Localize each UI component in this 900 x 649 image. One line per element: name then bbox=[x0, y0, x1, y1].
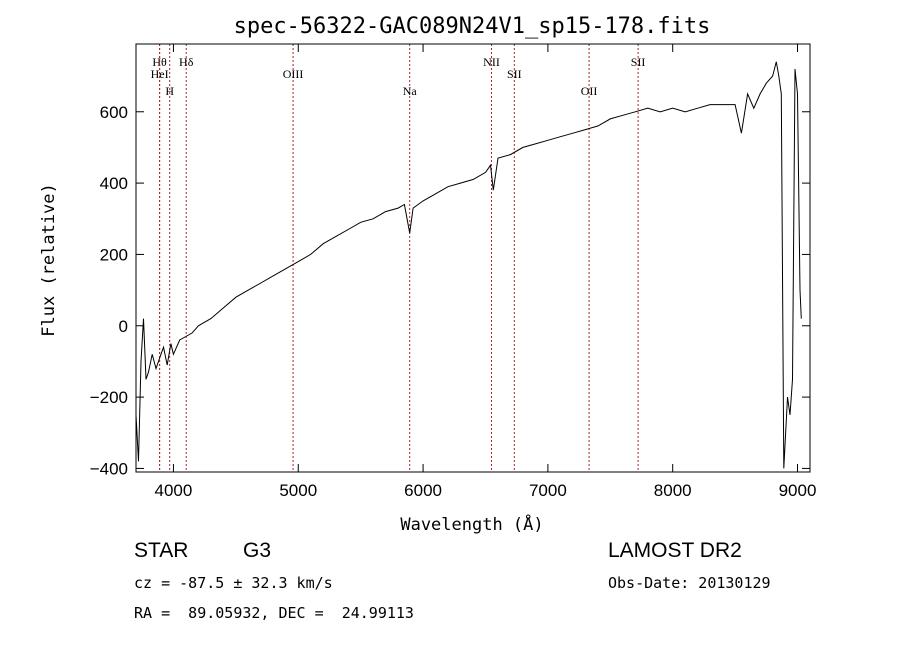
x-tick-label: 9000 bbox=[779, 481, 817, 500]
y-axis-label: Flux (relative) bbox=[39, 183, 59, 337]
coordinates: RA = 89.05932, DEC = 24.99113 bbox=[134, 604, 414, 622]
y-tick-label: 0 bbox=[119, 317, 128, 336]
y-tick-label: −400 bbox=[90, 459, 128, 478]
plot-frame bbox=[135, 43, 811, 473]
x-tick-label: 8000 bbox=[654, 481, 692, 500]
spectral-line-label: HeI bbox=[151, 67, 169, 81]
x-tick-label: 4000 bbox=[155, 481, 193, 500]
y-tick-label: 200 bbox=[100, 245, 128, 264]
object-type: STAR bbox=[134, 539, 189, 562]
y-axis-ticks: −400 −200 0 200 400 600 bbox=[90, 103, 810, 478]
survey-name: LAMOST DR2 bbox=[608, 539, 742, 562]
y-tick-label: −200 bbox=[90, 388, 128, 407]
x-tick-label: 5000 bbox=[279, 481, 317, 500]
spectral-line-label: OIII bbox=[283, 67, 304, 81]
chart-title: spec-56322-GAC089N24V1_sp15-178.fits bbox=[234, 14, 711, 39]
spectral-line-label: H bbox=[165, 84, 174, 98]
x-axis-ticks: 4000 5000 6000 7000 8000 9000 bbox=[155, 44, 817, 500]
spectral-line-label: Hδ bbox=[179, 55, 194, 69]
y-tick-label: 600 bbox=[100, 103, 128, 122]
obs-date: Obs-Date: 20130129 bbox=[608, 574, 771, 592]
plot-area bbox=[135, 43, 811, 473]
spectral-line-label: NII bbox=[483, 55, 500, 69]
x-tick-label: 6000 bbox=[404, 481, 442, 500]
spectral-line-label: SII bbox=[507, 67, 522, 81]
y-tick-label: 400 bbox=[100, 174, 128, 193]
x-tick-label: 7000 bbox=[529, 481, 567, 500]
spectral-line-label: SII bbox=[631, 55, 646, 69]
series-spectrum-line bbox=[135, 61, 802, 469]
spectral-line-label: OII bbox=[581, 84, 598, 98]
spectral-line-label: Na bbox=[403, 84, 418, 98]
subclass: G3 bbox=[243, 539, 272, 562]
redshift-cz: cz = -87.5 ± 32.3 km/s bbox=[134, 574, 333, 592]
x-axis-label: Wavelength (Å) bbox=[400, 513, 543, 535]
